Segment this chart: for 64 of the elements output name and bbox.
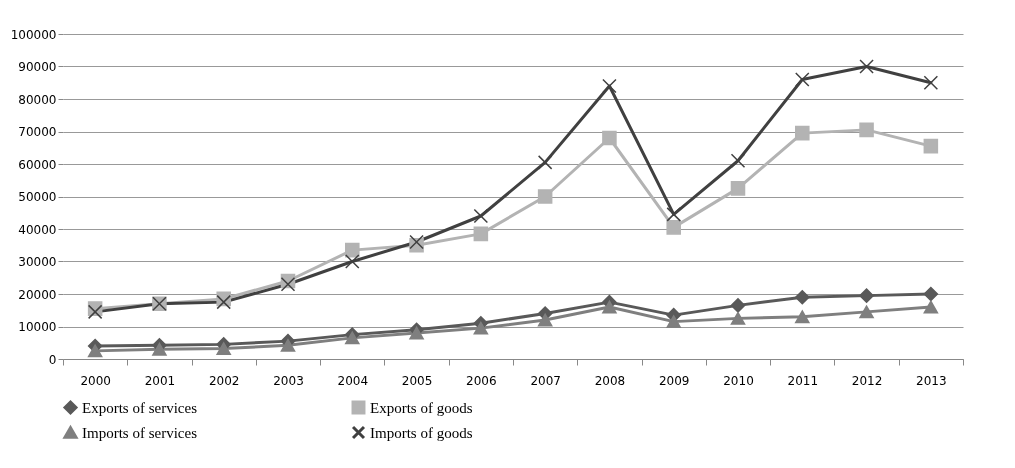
x-tick-label: 2011 xyxy=(787,373,819,388)
point xyxy=(859,305,874,319)
point xyxy=(473,226,489,242)
y-tick-label: 10000 xyxy=(18,320,57,334)
point xyxy=(280,338,296,352)
point xyxy=(537,189,553,204)
y-tick-label: 40000 xyxy=(18,222,57,237)
point xyxy=(666,315,681,329)
y-tick-label: 80000 xyxy=(18,92,57,107)
y-tick-label: 50000 xyxy=(18,190,57,204)
legend-label: Imports of goods xyxy=(370,424,473,441)
point xyxy=(795,72,810,87)
x-tick-label: 2012 xyxy=(851,373,883,388)
point xyxy=(795,125,810,141)
point xyxy=(795,310,810,324)
point xyxy=(602,130,617,146)
point xyxy=(923,138,939,154)
x-tick-label: 2006 xyxy=(466,373,497,388)
x-tick-label: 2008 xyxy=(594,373,626,388)
y-tick-label: 0 xyxy=(48,352,57,367)
point xyxy=(730,181,746,196)
legend-label: Imports of services xyxy=(82,424,198,441)
point xyxy=(859,59,874,74)
point xyxy=(666,220,681,235)
x-tick-label: 2009 xyxy=(658,373,690,388)
y-tick-label: 90000 xyxy=(18,60,57,74)
x-tick-label: 2001 xyxy=(144,373,176,388)
x-tick-label: 2007 xyxy=(530,373,561,388)
x-tick-label: 2000 xyxy=(80,373,111,388)
point xyxy=(409,326,424,340)
x-tick-label: 2002 xyxy=(208,373,240,388)
point xyxy=(859,122,874,138)
y-tick-label: 20000 xyxy=(18,287,57,302)
x-tick-label: 2010 xyxy=(723,373,754,388)
point xyxy=(87,304,103,320)
point xyxy=(537,155,553,170)
point xyxy=(730,298,746,313)
y-tick-label: 100000 xyxy=(10,27,57,42)
point xyxy=(345,242,360,258)
point xyxy=(537,313,553,327)
point xyxy=(730,311,746,325)
point xyxy=(345,254,360,269)
point xyxy=(666,207,681,222)
x-tick-label: 2003 xyxy=(273,373,304,388)
point xyxy=(602,78,617,94)
y-tick-label: 30000 xyxy=(18,255,57,269)
point xyxy=(923,300,939,314)
y-tick-label: 70000 xyxy=(18,125,57,139)
x-tick-label: 2004 xyxy=(337,373,369,388)
x-tick-label: 2013 xyxy=(916,373,947,388)
point xyxy=(923,75,939,91)
point xyxy=(216,342,231,355)
y-tick-label: 60000 xyxy=(18,157,57,172)
point xyxy=(923,286,939,302)
point xyxy=(87,344,103,358)
point xyxy=(345,331,360,345)
point xyxy=(473,321,489,335)
point xyxy=(602,300,617,314)
legend-label: Exports of services xyxy=(82,399,198,416)
x-tick-label: 2005 xyxy=(401,373,433,388)
point xyxy=(859,288,874,303)
point xyxy=(795,289,810,305)
legend-label: Exports of goods xyxy=(370,399,473,416)
point xyxy=(152,342,167,356)
